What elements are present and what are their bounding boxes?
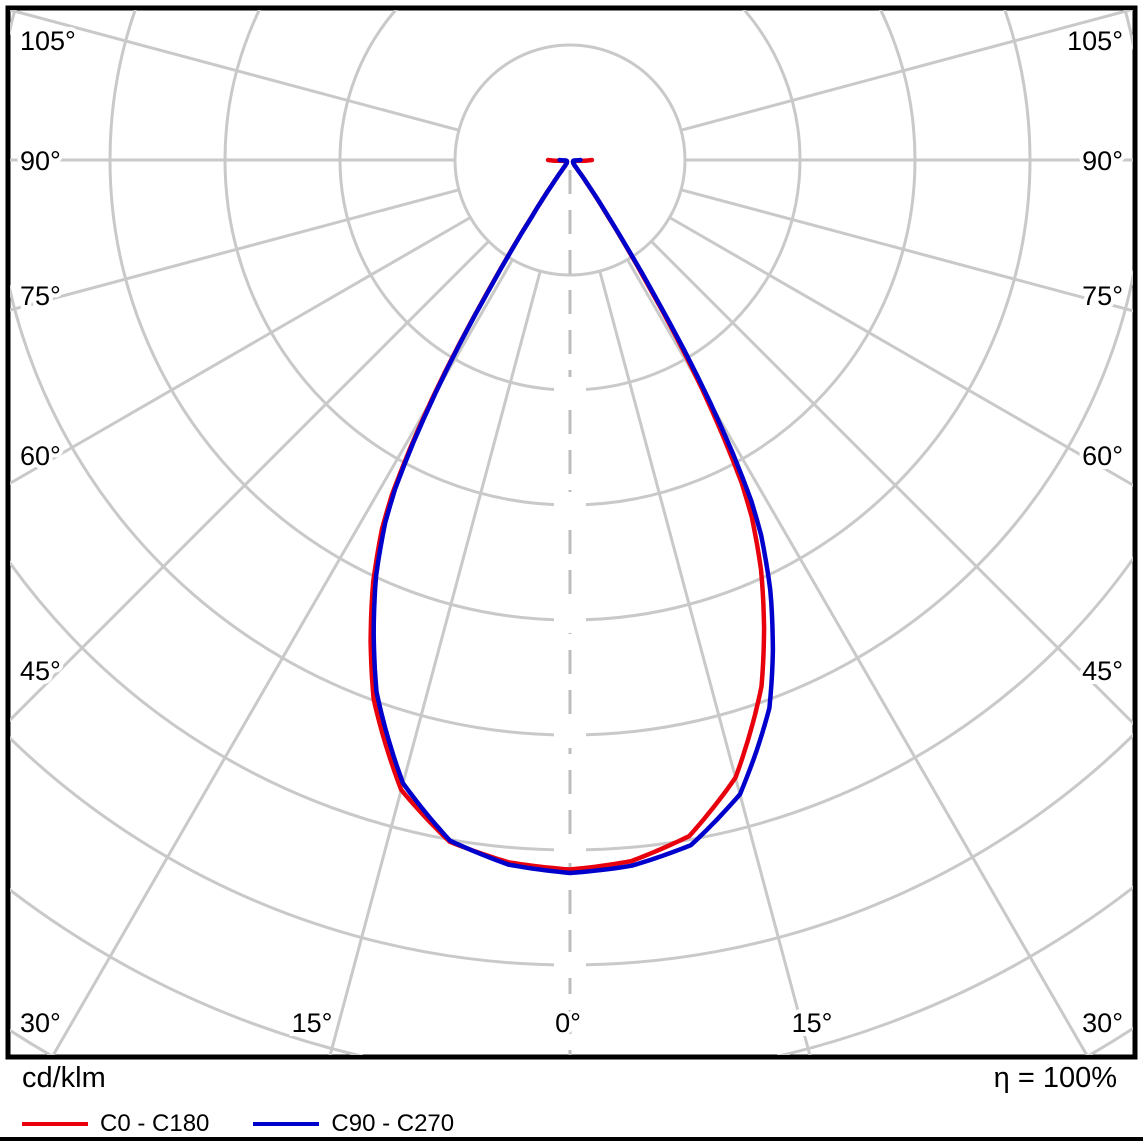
grid-radial	[51, 258, 514, 1055]
value-label-box	[554, 722, 586, 748]
legend: C0 - C180 C90 - C270	[22, 1110, 454, 1138]
series-label-c90-c270: C90 - C270	[331, 1110, 455, 1137]
efficiency-label: η = 100%	[993, 1062, 1117, 1094]
value-label-box	[554, 607, 586, 633]
grid-radial	[598, 270, 812, 1055]
grid-radial	[650, 240, 1133, 726]
angle-label: 75°	[20, 281, 61, 311]
angle-label: 105°	[20, 26, 76, 56]
grid-radial	[680, 188, 1133, 313]
value-label-box	[554, 952, 586, 978]
grid-radial	[10, 10, 460, 132]
angle-label: 90°	[20, 146, 61, 176]
series-swatch-c90-c270	[253, 1122, 320, 1126]
value-label-box	[554, 837, 586, 863]
angle-label: 75°	[1082, 281, 1123, 311]
angle-label: 60°	[1082, 441, 1123, 471]
series-label-c0-c180: C0 - C180	[100, 1110, 210, 1137]
units-label: cd/klm	[22, 1062, 106, 1094]
angle-label: 15°	[292, 1008, 333, 1038]
angle-label: 0°	[555, 1008, 581, 1038]
grid-radial	[668, 216, 1133, 487]
angle-label: 90°	[1082, 146, 1123, 176]
angle-label: 30°	[20, 1008, 61, 1038]
angle-label: 45°	[1082, 656, 1123, 686]
value-label-box	[554, 377, 586, 403]
curve-c90-c270	[371, 157, 776, 876]
grid-radial	[10, 216, 472, 486]
value-label-box	[554, 492, 586, 518]
grid-radial	[680, 10, 1133, 132]
bottom-rule	[0, 1137, 1143, 1141]
grid-radial	[10, 240, 490, 723]
angle-label: 30°	[1082, 1008, 1123, 1038]
angle-label: 105°	[1067, 26, 1123, 56]
series-swatch-c0-c180	[22, 1122, 88, 1126]
angle-label: 45°	[20, 656, 61, 686]
grid-radial	[626, 258, 1089, 1055]
grid-radial	[10, 188, 460, 312]
angle-label: 60°	[20, 441, 61, 471]
grid-radial	[328, 270, 542, 1055]
angle-label: 15°	[792, 1008, 833, 1038]
